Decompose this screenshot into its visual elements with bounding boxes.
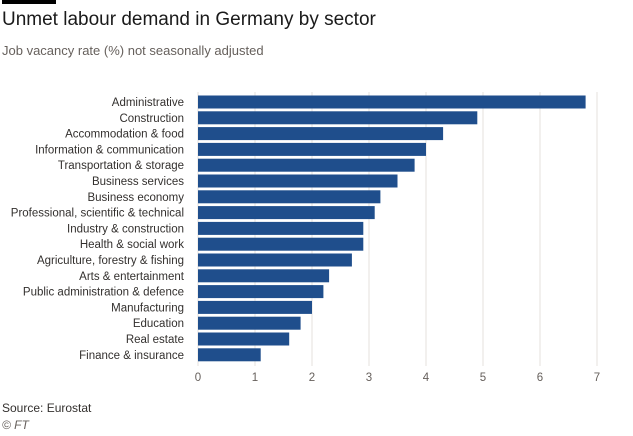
category-label: Business services	[92, 176, 184, 188]
bar	[198, 300, 312, 314]
bar	[198, 253, 352, 267]
bars	[198, 95, 586, 362]
bar	[198, 127, 444, 141]
bar	[198, 269, 330, 283]
category-label: Business economy	[87, 192, 184, 204]
category-label: Accommodation & food	[65, 129, 184, 141]
category-label: Real estate	[126, 334, 184, 346]
category-label: Industry & construction	[67, 223, 184, 235]
x-tick-label: 7	[594, 372, 600, 384]
category-label: Transportation & storage	[58, 160, 184, 172]
x-tick-label: 1	[252, 372, 258, 384]
bar	[198, 285, 324, 299]
category-label: Professional, scientific & technical	[11, 208, 184, 220]
category-label: Public administration & defence	[23, 287, 184, 299]
bar	[198, 190, 381, 204]
x-tick-label: 6	[537, 372, 543, 384]
category-label: Agriculture, forestry & fishing	[37, 255, 184, 267]
category-label: Finance & insurance	[79, 350, 184, 362]
bar	[198, 158, 415, 172]
category-label: Manufacturing	[111, 302, 184, 314]
chart-subtitle: Job vacancy rate (%) not seasonally adju…	[2, 43, 264, 58]
category-label: Administrative	[112, 97, 184, 109]
bar	[198, 174, 398, 188]
copyright-note: © FT	[2, 418, 29, 432]
bar	[198, 221, 364, 235]
category-label: Health & social work	[80, 239, 184, 251]
bar	[198, 348, 261, 362]
bar	[198, 206, 375, 220]
category-label: Construction	[119, 113, 184, 125]
category-label: Arts & entertainment	[79, 271, 185, 283]
chart-title: Unmet labour demand in Germany by sector	[2, 9, 376, 30]
bar	[198, 95, 586, 109]
x-tick-label: 0	[195, 372, 201, 384]
bar	[198, 142, 426, 156]
category-labels: Administrative Construction Accommodation …	[11, 97, 185, 362]
x-tick-label: 5	[480, 372, 486, 384]
x-tick-label: 3	[366, 372, 372, 384]
x-tick-label: 2	[309, 372, 315, 384]
category-label: Education	[133, 318, 184, 330]
bar	[198, 111, 478, 125]
source-note: Source: Eurostat	[2, 401, 92, 415]
category-label: Information & communication	[35, 144, 184, 156]
x-axis-tick-labels: 0 1 2 3 4 5 6 7	[195, 372, 600, 384]
bar	[198, 332, 290, 346]
bar	[198, 316, 301, 330]
x-tick-label: 4	[423, 372, 430, 384]
header-rule	[2, 0, 56, 4]
bar	[198, 237, 364, 251]
